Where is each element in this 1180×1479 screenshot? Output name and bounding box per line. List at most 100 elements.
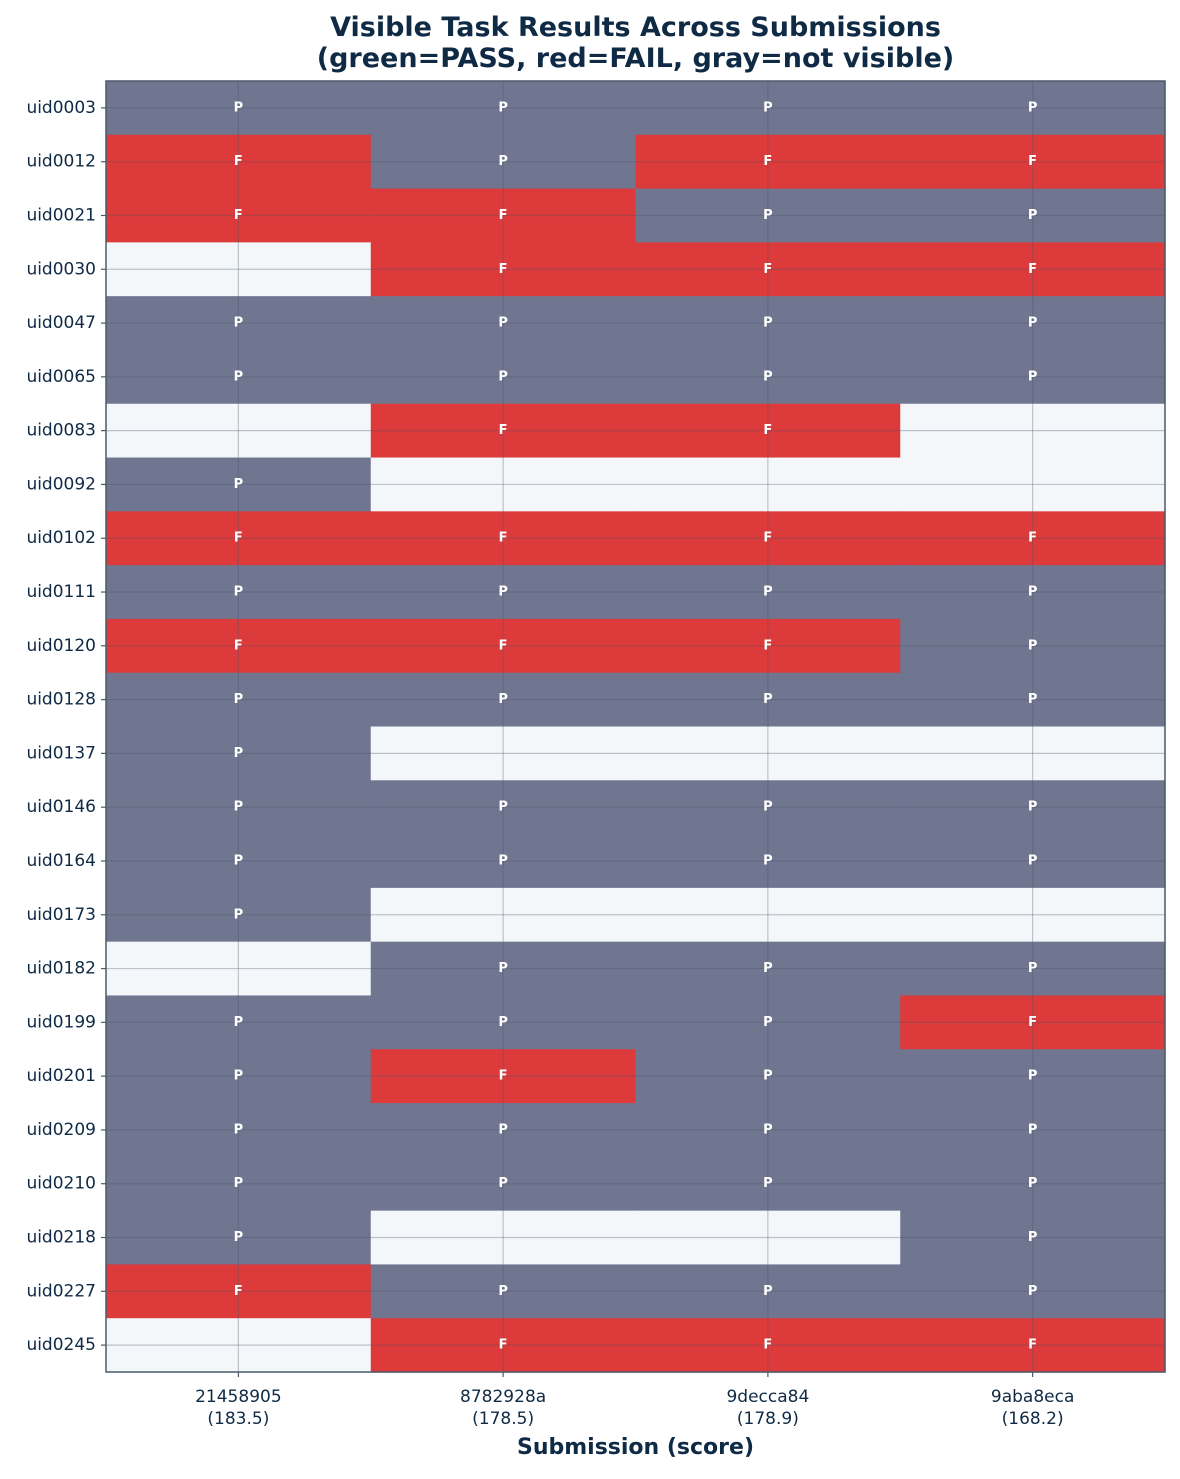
heatmap-cell <box>370 1264 637 1319</box>
y-tick-label: uid0012 <box>26 152 96 172</box>
heatmap-cell <box>900 995 1166 1050</box>
cell-label: P <box>234 692 244 707</box>
heatmap-cell <box>635 1210 901 1266</box>
y-tick-label: uid0245 <box>26 1335 96 1355</box>
cell-label: P <box>234 477 244 492</box>
x-tick-label-id: 9decca84 <box>726 1387 809 1407</box>
chart-title-line: Visible Task Results Across Submissions <box>330 12 941 43</box>
cell-label: P <box>498 853 508 868</box>
heatmap-cell <box>106 1103 372 1158</box>
cell-label: P <box>1028 800 1038 815</box>
y-axis-ticks: uid0003 uid0012 uid0021 uid0030 uid0047 uid00… <box>26 98 106 1355</box>
cell-label: F <box>234 154 243 169</box>
heatmap-cell <box>106 81 372 136</box>
cell-label: F <box>763 262 772 277</box>
cell-label: P <box>1028 1122 1038 1137</box>
cell-label: F <box>1028 1338 1037 1353</box>
y-tick-label: uid0047 <box>26 313 96 333</box>
heatmap-cell <box>106 134 372 190</box>
x-tick-label-score: (178.5) <box>472 1409 534 1429</box>
y-tick-label: uid0021 <box>26 205 96 225</box>
heatmap-cell <box>635 349 901 405</box>
heatmap-cell <box>635 242 901 297</box>
heatmap-cell <box>370 81 637 136</box>
heatmap-cell <box>635 672 901 728</box>
heatmap-cell <box>106 1210 372 1266</box>
heatmap-cell <box>106 995 372 1050</box>
heatmap-cell <box>106 511 372 566</box>
heatmap-cell <box>900 1210 1166 1266</box>
heatmap-cell <box>370 834 637 889</box>
cell-label: P <box>234 1122 244 1137</box>
heatmap-cell <box>370 1210 637 1266</box>
heatmap-cell <box>900 941 1166 997</box>
heatmap-cell <box>635 188 901 243</box>
y-tick-label: uid0065 <box>26 367 96 387</box>
heatmap-cell <box>370 1318 637 1373</box>
heatmap-cell <box>900 565 1166 620</box>
cell-label: P <box>1028 100 1038 115</box>
cell-label: P <box>234 1015 244 1030</box>
x-tick-label-score: (183.5) <box>207 1409 269 1429</box>
x-tick-label-score: (178.9) <box>737 1409 799 1429</box>
cell-label: P <box>234 907 244 922</box>
cell-label: P <box>498 369 508 384</box>
cell-label: P <box>1028 1230 1038 1245</box>
heatmap-cell <box>106 1156 372 1212</box>
heatmap-cell <box>370 565 637 620</box>
cell-label: P <box>234 316 244 331</box>
cell-label: P <box>1028 1284 1038 1299</box>
y-tick-label: uid0083 <box>26 421 96 441</box>
cell-label: F <box>499 262 508 277</box>
cell-label: P <box>1028 369 1038 384</box>
y-tick-label: uid0137 <box>26 743 96 763</box>
cell-label: F <box>763 638 772 653</box>
cell-label: P <box>763 1284 773 1299</box>
cell-label: P <box>763 1069 773 1084</box>
heatmap-cell <box>635 995 901 1050</box>
x-tick-label-id: 8782928a <box>460 1387 546 1407</box>
y-tick-label: uid0030 <box>26 259 96 279</box>
heatmap-cell <box>900 672 1166 728</box>
cell-label: P <box>763 692 773 707</box>
heatmap-cell <box>106 296 372 351</box>
cell-label: P <box>498 154 508 169</box>
cell-label: F <box>1028 1015 1037 1030</box>
heatmap-cell <box>370 134 637 190</box>
cell-label: P <box>234 800 244 815</box>
y-tick-label: uid0209 <box>26 1120 96 1140</box>
cell-label: P <box>498 1176 508 1191</box>
cell-label: F <box>763 531 772 546</box>
y-tick-label: uid0218 <box>26 1228 96 1248</box>
cell-label: P <box>763 800 773 815</box>
heatmap-cell <box>635 565 901 620</box>
cell-label: P <box>234 1230 244 1245</box>
heatmap-cell <box>635 1103 901 1158</box>
heatmap-cell <box>370 349 637 405</box>
heatmap-cell <box>635 1264 901 1319</box>
heatmap-cell <box>900 296 1166 351</box>
heatmap-cell <box>900 511 1166 566</box>
cell-label: P <box>234 746 244 761</box>
heatmap-cell <box>106 887 372 943</box>
cell-label: F <box>1028 531 1037 546</box>
cell-label: P <box>1028 692 1038 707</box>
y-tick-label: uid0102 <box>26 528 96 548</box>
y-tick-label: uid0173 <box>26 905 96 925</box>
cell-labels: P P P P F P F F F F P P F F F P P P P P P P P F F P F F F F P P P P F F F P P P… <box>234 100 1038 1352</box>
heatmap-cell <box>635 134 901 190</box>
heatmap-cell <box>106 834 372 889</box>
heatmap-cell <box>370 296 637 351</box>
cell-label: P <box>498 316 508 331</box>
heatmap-cell <box>900 726 1166 781</box>
cell-label: P <box>498 1015 508 1030</box>
heatmap-cell <box>370 726 637 781</box>
heatmap-cell <box>900 457 1166 512</box>
cell-label: F <box>763 154 772 169</box>
heatmap-cell <box>635 1049 901 1104</box>
cell-label: F <box>234 638 243 653</box>
cell-label: P <box>234 585 244 600</box>
grid-lines <box>106 81 1165 1372</box>
heatmap-cell <box>900 242 1166 297</box>
